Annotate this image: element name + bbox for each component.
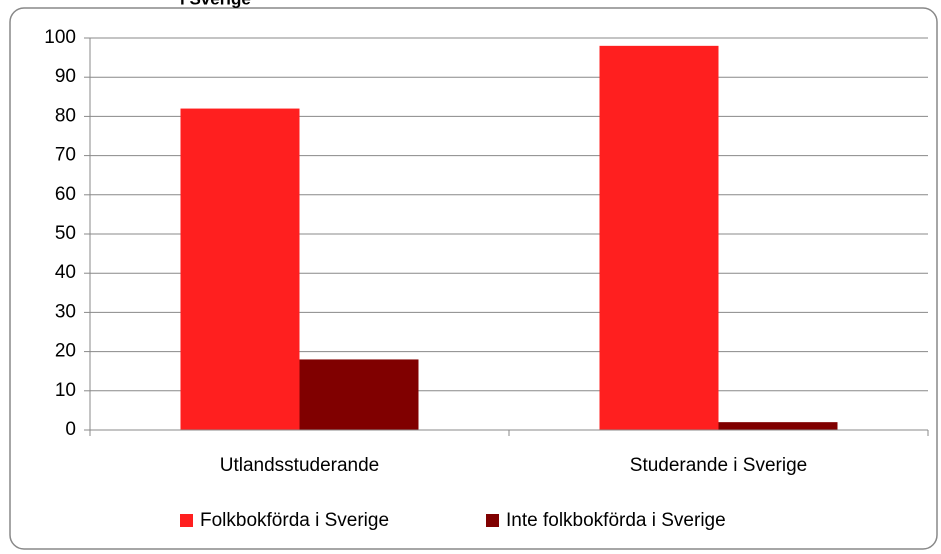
x-tick-label: Utlandsstuderande bbox=[220, 455, 380, 476]
y-tick-label: 90 bbox=[55, 66, 76, 87]
y-tick-label: 80 bbox=[55, 105, 76, 126]
bar bbox=[718, 422, 838, 430]
bar bbox=[180, 108, 300, 430]
y-tick-label: 70 bbox=[55, 145, 76, 166]
y-tick-label: 10 bbox=[55, 380, 76, 401]
y-tick-label: 30 bbox=[55, 301, 76, 322]
legend-swatch bbox=[486, 514, 499, 527]
y-tick-label: 60 bbox=[55, 184, 76, 205]
legend-label: Folkbokförda i Sverige bbox=[200, 510, 389, 531]
y-tick-label: 0 bbox=[65, 419, 76, 440]
bar bbox=[299, 359, 419, 430]
bar bbox=[599, 45, 719, 431]
y-tick-label: 50 bbox=[55, 223, 76, 244]
x-tick-label: Studerande i Sverige bbox=[630, 455, 807, 476]
y-tick-label: 40 bbox=[55, 262, 76, 283]
legend-swatch bbox=[180, 514, 193, 527]
y-tick-label: 100 bbox=[44, 27, 76, 48]
y-tick-label: 20 bbox=[55, 341, 76, 362]
chart-title: i Sverige bbox=[180, 0, 251, 8]
legend-label: Inte folkbokförda i Sverige bbox=[506, 510, 726, 531]
